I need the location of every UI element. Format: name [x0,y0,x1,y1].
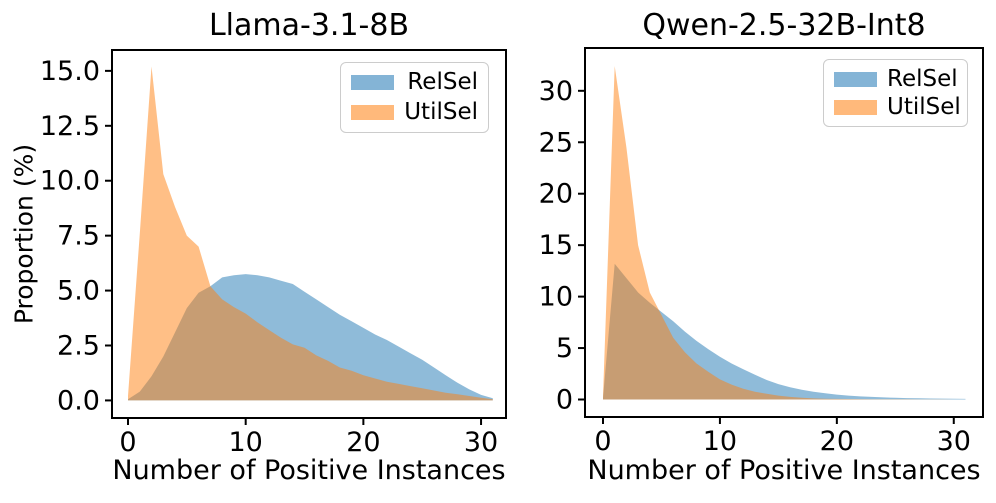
y-tick-label: 7.5 [57,221,100,252]
y-tick-label: 10.0 [40,166,100,197]
y-tick-label: 5 [556,333,573,364]
x-axis-label-right: Number of Positive Instances [587,455,981,486]
y-tick-label: 10 [539,282,573,313]
x-tick-label: 30 [937,426,971,457]
y-tick-label: 25 [539,127,573,158]
utilsel-swatch [834,99,877,115]
relsel-swatch [351,75,394,91]
y-tick-label: 20 [539,179,573,210]
x-tick-label: 0 [594,426,611,457]
x-tick-label: 10 [229,427,263,458]
legend-left: RelSel UtilSel [340,62,489,133]
legend-label-utilsel: UtilSel [887,93,961,120]
x-tick-label: 30 [464,427,498,458]
y-tick-label: 15 [539,230,573,261]
x-tick-label: 10 [703,426,737,457]
y-tick-label: 0.0 [57,385,100,416]
axes-frame [584,47,984,418]
y-axis-label: Proportion (%) [9,143,39,325]
legend-item-utilsel: UtilSel [351,98,478,125]
legend-label-utilsel: UtilSel [404,98,478,125]
y-tick-label: 5.0 [57,276,100,307]
relsel-swatch [834,71,877,87]
utilsel-swatch [351,104,394,120]
x-tick-label: 0 [119,427,136,458]
legend-item-utilsel: UtilSel [834,95,961,119]
chart-title-llama: Llama-3.1-8B [208,8,410,43]
x-tick-label: 20 [346,427,380,458]
legend-label-relsel: RelSel [407,69,478,96]
utilsel-area [603,66,966,400]
y-tick-label: 30 [539,76,573,107]
y-tick-label: 0 [556,385,573,416]
chart-title-qwen: Qwen-2.5-32B-Int8 [642,8,926,43]
x-axis-label-left: Number of Positive Instances [112,455,506,486]
y-tick-label: 2.5 [57,330,100,361]
legend-item-relsel: RelSel [351,71,478,94]
axes-frame [111,49,507,419]
legend-label-relsel: RelSel [887,65,958,92]
legend-right: RelSel UtilSel [823,59,968,127]
y-tick-label: 12.5 [40,111,100,142]
legend-item-relsel: RelSel [834,65,958,92]
y-tick-label: 15.0 [40,56,100,87]
utilsel-area [128,66,493,401]
x-tick-label: 20 [820,426,854,457]
